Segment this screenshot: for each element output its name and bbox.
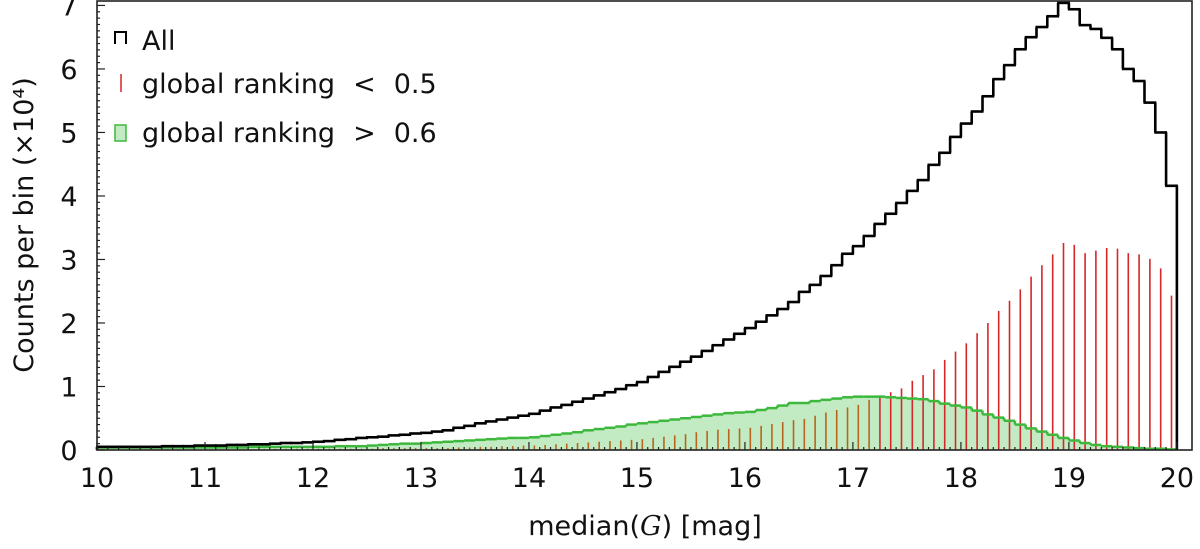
legend-swatch-green <box>114 124 127 142</box>
y-tick-label: 5 <box>60 118 77 149</box>
red-needle-layer <box>101 242 1173 450</box>
y-tick-label: 6 <box>60 55 77 86</box>
legend-text: global ranking <box>142 118 335 149</box>
x-tick-label: 19 <box>1052 463 1086 494</box>
x-tick-label: 14 <box>512 463 546 494</box>
x-tick-label: 16 <box>728 463 762 494</box>
x-label-part: ) [mag] <box>662 511 762 542</box>
legend-threshold: 0.6 <box>394 118 437 149</box>
x-tick-label: 13 <box>404 463 438 494</box>
x-axis-label: median(G) [mag] <box>528 511 762 542</box>
x-label-part: median( <box>528 511 640 542</box>
legend-threshold: 0.5 <box>394 69 437 100</box>
x-tick-label: 11 <box>188 463 222 494</box>
legend-text: global ranking <box>142 69 335 100</box>
legend-swatch-all <box>114 31 127 44</box>
y-tick-label: 3 <box>60 245 77 276</box>
x-tick-label: 18 <box>944 463 978 494</box>
legend-label-red: global ranking <0.5 <box>142 69 437 100</box>
legend-op: > <box>353 118 376 149</box>
legend-label-all: All <box>142 26 175 57</box>
x-tick-label: 15 <box>620 463 654 494</box>
y-tick-label: 0 <box>60 436 77 467</box>
legend: All global ranking <0.5 global ranking >0.… <box>114 26 437 149</box>
x-tick-label: 12 <box>296 463 330 494</box>
legend-label-green: global ranking >0.6 <box>142 118 437 149</box>
y-tick-label: 1 <box>60 372 77 403</box>
y-axis-label: Counts per bin (×10⁴) <box>9 77 40 372</box>
x-tick-label: 17 <box>836 463 870 494</box>
black-step-layer <box>95 1 1179 450</box>
x-tick-label: 20 <box>1160 463 1194 494</box>
y-tick-label: 4 <box>60 182 77 213</box>
legend-op: < <box>353 69 376 100</box>
y-tick-label: 2 <box>60 309 77 340</box>
axes <box>96 0 1193 451</box>
x-label-variable: G <box>640 511 662 542</box>
y-tick-label: 7 <box>60 0 77 22</box>
x-tick-label: 10 <box>80 463 114 494</box>
plot-frame <box>96 0 1193 451</box>
